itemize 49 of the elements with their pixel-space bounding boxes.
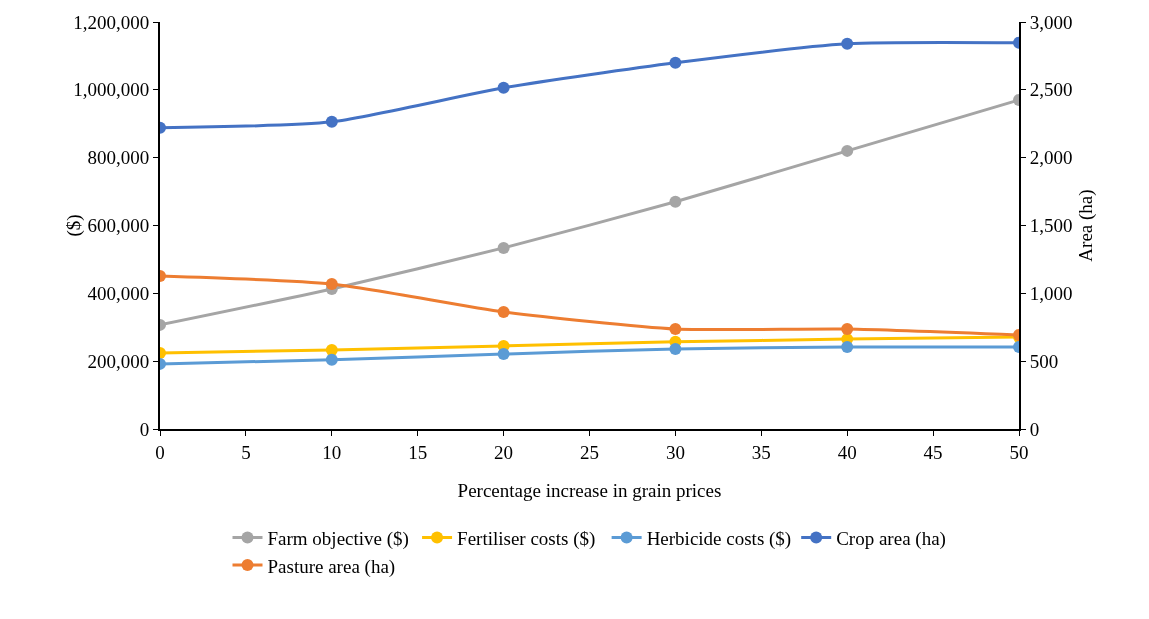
x-tick-label: 5	[241, 441, 251, 463]
x-tick-label: 0	[155, 441, 165, 463]
y-tick-label: 400,000	[87, 282, 150, 304]
legend-label: Crop area (ha)	[836, 527, 946, 550]
x-tick-label: 25	[580, 441, 599, 463]
y-tick-label: 0	[139, 418, 150, 440]
point	[325, 277, 338, 290]
point	[841, 340, 854, 353]
y2-tick-label: 2,000	[1029, 147, 1073, 169]
y-tick-label: 600,000	[87, 215, 150, 237]
point	[669, 56, 682, 69]
y-tick-label: 1,000,000	[73, 79, 150, 101]
y2-tick-label: 1,000	[1029, 282, 1073, 304]
point	[497, 348, 510, 361]
x-axis-title: Percentage increase in grain prices	[457, 480, 722, 501]
y-axis-title: ($)	[63, 214, 86, 237]
point	[325, 343, 338, 356]
y-tick-label: 800,000	[87, 147, 150, 169]
y2-tick-label: 2,500	[1029, 79, 1073, 101]
x-tick-label: 20	[494, 441, 514, 463]
point	[669, 342, 682, 355]
x-tick-label: 15	[408, 441, 428, 463]
x-tick-label: 50	[1009, 441, 1029, 463]
point	[325, 353, 338, 366]
y-tick-label: 1,200,000	[73, 11, 150, 33]
legend-label: Pasture area (ha)	[267, 555, 396, 578]
x-tick-label: 45	[923, 441, 943, 463]
y2-tick-label: 3,000	[1029, 11, 1073, 33]
y2-tick-label: 0	[1029, 418, 1040, 440]
y2-tick-label: 500	[1029, 350, 1059, 372]
y2-axis-title: Area (ha)	[1074, 189, 1097, 262]
x-tick-label: 35	[751, 441, 771, 463]
legend-label: Herbicide costs ($)	[646, 527, 792, 550]
point	[497, 81, 510, 94]
point	[497, 305, 510, 318]
legend-label: Farm objective ($)	[267, 527, 409, 550]
point	[841, 37, 854, 50]
point	[497, 241, 510, 254]
point	[669, 323, 682, 335]
point	[841, 144, 854, 157]
point	[669, 195, 682, 208]
y-tick-label: 200,000	[87, 350, 150, 372]
legend-label: Fertiliser costs ($)	[457, 527, 596, 550]
y2-tick-label: 1,500	[1029, 215, 1073, 237]
point	[841, 323, 854, 335]
x-tick-label: 40	[837, 441, 857, 463]
x-tick-label: 10	[322, 441, 342, 463]
point	[325, 115, 338, 128]
x-tick-label: 30	[665, 441, 685, 463]
